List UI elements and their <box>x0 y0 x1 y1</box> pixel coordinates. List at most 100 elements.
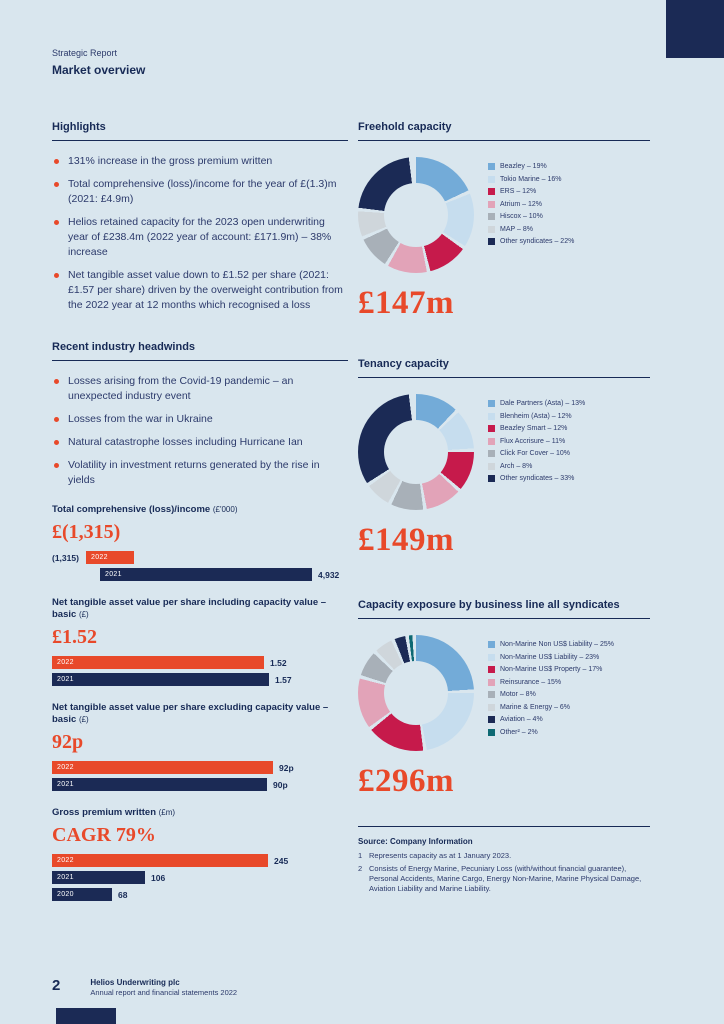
headwinds-list: Losses arising from the Covid-19 pandemi… <box>52 374 348 488</box>
legend-item: Click For Cover – 10% <box>488 450 585 458</box>
legend-item: Motor – 8% <box>488 691 614 699</box>
chart-unit: (£m) <box>158 808 176 817</box>
source-label: Source: Company Information <box>358 837 473 846</box>
tenancy-figure: Dale Partners (Asta) – 13% Blenheim (Asta… <box>358 394 650 510</box>
bar-row: 2020 68 <box>52 888 348 901</box>
bar-2021: 2021 <box>52 778 267 791</box>
legend-item: Beazley Smart – 12% <box>488 425 585 433</box>
exposure-title: Capacity exposure by business line all s… <box>358 599 650 619</box>
headwinds-title: Recent industry headwinds <box>52 341 348 361</box>
bullet-item: Volatility in investment returns generat… <box>52 458 348 488</box>
legend-label: Reinsurance – 15% <box>500 678 562 686</box>
legend-label: Other syndicates – 33% <box>500 475 575 482</box>
legend-item: Atrium – 12% <box>488 200 574 209</box>
footer-text: Helios Underwriting plc Annual report an… <box>90 978 237 998</box>
chart-title-text: Gross premium written <box>52 807 156 818</box>
bar-2020: 2020 <box>52 888 112 901</box>
bar-row: 2022 1.52 <box>52 656 348 669</box>
page-header: Strategic Report Market overview <box>0 0 724 77</box>
legend-swatch <box>488 462 495 470</box>
legend-swatch <box>488 703 495 711</box>
chart-title: Net tangible asset value per share exclu… <box>52 702 348 726</box>
chart-headline: 92p <box>52 731 84 753</box>
bar-2021: 2021 <box>100 568 312 581</box>
bar-year-label: 2022 <box>91 554 108 561</box>
legend-swatch <box>488 213 495 220</box>
capacity-exposure-section: Capacity exposure by business line all s… <box>358 599 650 800</box>
legend-swatch <box>488 238 495 245</box>
legend-swatch <box>488 412 495 420</box>
legend-label: Click For Cover – 10% <box>500 450 571 457</box>
bullet-item: Natural catastrophe losses including Hur… <box>52 435 348 450</box>
legend-swatch <box>488 425 495 432</box>
legend-label: ERS – 12% <box>500 188 537 195</box>
legend-swatch <box>488 666 495 673</box>
legend-swatch <box>488 225 495 233</box>
right-column: Freehold capacity Beazley – 19% Tokio Mar… <box>358 121 650 905</box>
legend-item: Dale Partners (Asta) – 13% <box>488 400 585 408</box>
legend-item: Beazley – 19% <box>488 163 574 171</box>
corner-accent-top-right <box>666 0 724 58</box>
freehold-legend: Beazley – 19% Tokio Marine – 16% ERS – 12%… <box>488 163 574 273</box>
bar-value-label: 68 <box>118 889 128 900</box>
legend-swatch <box>488 678 495 686</box>
legend-label: Aviation – 4% <box>500 716 543 723</box>
legend-label: Non-Marine Non US$ Liability – 25% <box>500 641 614 648</box>
bar-value-label: 106 <box>151 872 166 883</box>
footer-subtitle: Annual report and financial statements 2… <box>90 988 238 997</box>
legend-label: Tokio Marine – 16% <box>500 175 562 183</box>
legend-label: MAP – 8% <box>500 225 533 233</box>
tenancy-total: £149m <box>358 522 454 558</box>
legend-swatch <box>488 691 495 698</box>
nta-including-chart: Net tangible asset value per share inclu… <box>52 597 348 686</box>
bar-2022: 2022 <box>52 656 264 669</box>
legend-item: Non-Marine US$ Property – 17% <box>488 666 614 674</box>
legend-label: Beazley Smart – 12% <box>500 425 568 432</box>
freehold-total: £147m <box>358 285 454 321</box>
bar-2021: 2021 <box>52 673 269 686</box>
legend-swatch <box>488 175 495 183</box>
legend-label: Beazley – 19% <box>500 163 547 170</box>
legend-swatch <box>488 163 495 170</box>
page-footer: 2 Helios Underwriting plc Annual report … <box>52 978 237 998</box>
legend-label: Hiscox – 10% <box>500 213 543 220</box>
bar-2022: 2022 <box>52 854 268 867</box>
chart-headline: CAGR 79% <box>52 824 156 846</box>
legend-swatch <box>488 188 495 195</box>
chart-headline: £1.52 <box>52 626 97 648</box>
chart-unit: (£) <box>78 715 89 724</box>
footnotes: 1 Represents capacity as at 1 January 202… <box>358 851 650 894</box>
freehold-title: Freehold capacity <box>358 121 650 141</box>
footnote-number: 2 <box>358 864 363 873</box>
legend-label: Motor – 8% <box>500 691 536 698</box>
highlights-title: Highlights <box>52 121 348 141</box>
freehold-capacity-section: Freehold capacity Beazley – 19% Tokio Mar… <box>358 121 650 322</box>
bar-row: 2022 92p <box>52 761 348 774</box>
comprehensive-loss-chart: Total comprehensive (loss)/income (£'000… <box>52 504 348 581</box>
bullet-item: Helios retained capacity for the 2023 op… <box>52 215 348 260</box>
legend-label: Dale Partners (Asta) – 13% <box>500 400 586 407</box>
tenancy-title: Tenancy capacity <box>358 358 650 378</box>
legend-swatch <box>488 728 495 736</box>
nta-excluding-chart: Net tangible asset value per share exclu… <box>52 702 348 791</box>
legend-label: Atrium – 12% <box>500 200 543 208</box>
exposure-legend: Non-Marine Non US$ Liability – 25% Non-Ma… <box>488 641 614 751</box>
chart-title-text: Total comprehensive (loss)/income <box>52 504 211 515</box>
legend-item: Flux Accrisure – 11% <box>488 437 585 446</box>
legend-label: Other² – 2% <box>500 728 538 736</box>
bar-row: (1,315) 2022 <box>52 551 348 564</box>
chart-title-text: Net tangible asset value per share inclu… <box>52 597 327 620</box>
donut-hole <box>384 661 448 725</box>
bar-value-label: 1.52 <box>270 657 287 668</box>
legend-item: Tokio Marine – 16% <box>488 175 574 184</box>
exposure-donut-chart <box>358 635 474 751</box>
bullet-item: Net tangible asset value down to £1.52 p… <box>52 268 348 313</box>
footnote-number: 1 <box>358 851 363 860</box>
bar-value-label: 90p <box>273 779 288 790</box>
gross-premium-chart: Gross premium written (£m) CAGR 79% 2022… <box>52 807 348 901</box>
legend-label: Non-Marine US$ Liability – 23% <box>500 653 600 661</box>
bar-chart: (1,315) 2022 2021 4,932 <box>52 551 348 581</box>
exposure-total: £296m <box>358 763 454 799</box>
page-title: Market overview <box>52 63 146 77</box>
bar-year-label: 2021 <box>105 571 122 578</box>
